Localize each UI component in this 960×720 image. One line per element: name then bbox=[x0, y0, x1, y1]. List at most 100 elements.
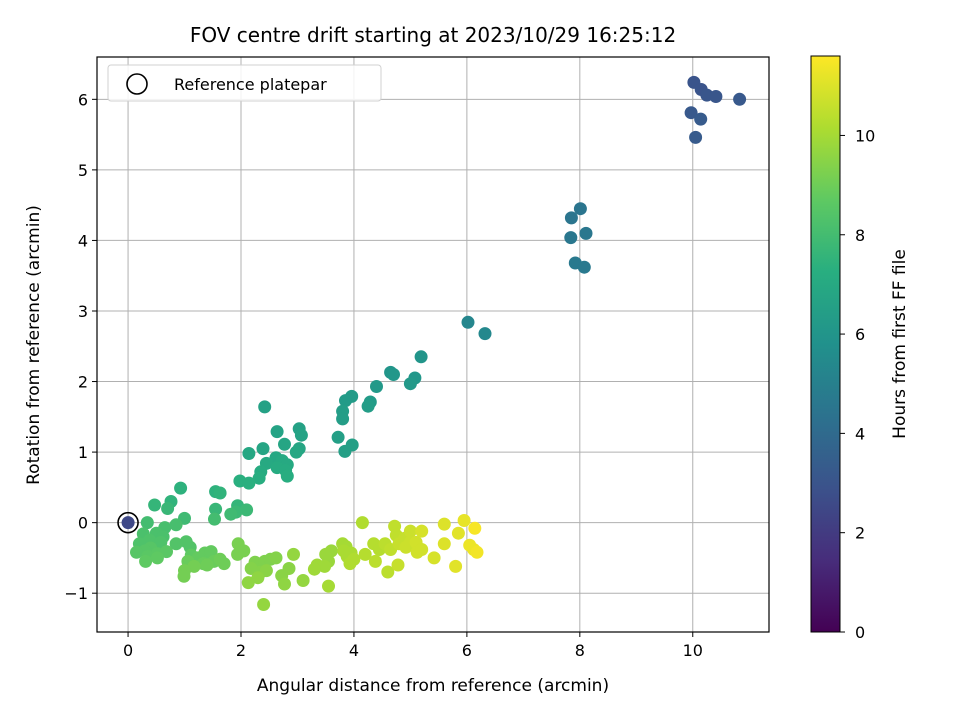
data-point bbox=[242, 476, 256, 490]
data-point bbox=[451, 526, 465, 540]
data-point bbox=[160, 545, 173, 559]
data-point bbox=[296, 574, 310, 587]
data-point bbox=[251, 571, 265, 585]
data-point bbox=[169, 537, 183, 551]
x-axis-title: Angular distance from reference (arcmin) bbox=[257, 676, 609, 696]
data-point bbox=[343, 557, 357, 571]
data-point bbox=[387, 368, 400, 381]
data-point bbox=[355, 516, 369, 530]
data-point bbox=[370, 380, 383, 393]
y-tick-label: 4 bbox=[78, 231, 88, 250]
data-point bbox=[240, 503, 254, 517]
data-point bbox=[470, 545, 484, 559]
data-point bbox=[689, 130, 703, 144]
data-point bbox=[270, 425, 284, 439]
data-point bbox=[139, 554, 153, 568]
chart-title: FOV centre drift starting at 2023/10/29 … bbox=[190, 23, 676, 47]
y-tick-label: 1 bbox=[78, 443, 88, 462]
data-point bbox=[358, 547, 372, 561]
data-point bbox=[564, 231, 578, 245]
data-point bbox=[322, 579, 335, 593]
data-point bbox=[427, 551, 441, 565]
data-point bbox=[449, 559, 463, 573]
colorbar-ticks: 0 2 4 6 8 10 bbox=[840, 126, 875, 642]
data-point bbox=[403, 524, 417, 538]
colorbar-label: Hours from first FF file bbox=[890, 249, 910, 439]
data-point bbox=[577, 260, 591, 274]
data-point bbox=[437, 517, 451, 531]
data-point bbox=[174, 481, 188, 495]
data-point bbox=[278, 577, 291, 591]
y-axis-title: Rotation from reference (arcmin) bbox=[24, 205, 44, 485]
data-point bbox=[200, 558, 214, 572]
colorbar-tick-label: 4 bbox=[855, 424, 865, 443]
data-point bbox=[241, 576, 255, 590]
data-point bbox=[209, 502, 223, 516]
data-point bbox=[140, 516, 154, 530]
legend: Reference platepar bbox=[107, 64, 382, 102]
x-tick-label: 6 bbox=[462, 641, 472, 660]
data-point bbox=[579, 226, 593, 240]
legend-label: Reference platepar bbox=[174, 75, 327, 94]
y-tick-label: 5 bbox=[78, 161, 88, 180]
data-point bbox=[684, 106, 698, 120]
data-point bbox=[461, 315, 475, 329]
legend-box bbox=[107, 64, 382, 102]
data-point bbox=[150, 551, 164, 565]
data-point bbox=[415, 543, 429, 556]
data-point bbox=[148, 498, 162, 512]
data-point bbox=[709, 90, 723, 103]
colorbar-tick-label: 2 bbox=[855, 524, 865, 543]
data-point bbox=[287, 547, 300, 561]
data-point bbox=[252, 471, 266, 485]
data-point bbox=[733, 92, 747, 106]
data-point bbox=[331, 430, 345, 444]
data-point bbox=[437, 537, 451, 551]
data-point bbox=[280, 469, 294, 483]
data-point bbox=[324, 544, 338, 558]
data-point bbox=[361, 399, 375, 413]
data-point bbox=[177, 569, 191, 583]
data-point bbox=[130, 545, 143, 559]
data-point bbox=[307, 562, 321, 576]
plot-frame bbox=[96, 56, 770, 633]
data-point bbox=[258, 400, 272, 414]
data-point bbox=[339, 394, 352, 408]
data-point bbox=[468, 521, 482, 535]
data-point bbox=[231, 547, 245, 561]
ticks-layer: 0 2 4 6 8 10 −1 0 1 2 3 4 5 6 bbox=[64, 90, 703, 660]
data-point bbox=[478, 327, 492, 341]
data-point bbox=[318, 559, 332, 573]
data-point bbox=[381, 565, 395, 579]
data-point bbox=[368, 554, 382, 568]
x-tick-label: 10 bbox=[683, 641, 703, 660]
data-point bbox=[338, 444, 352, 458]
data-point bbox=[391, 558, 405, 572]
y-tick-label: 6 bbox=[78, 90, 88, 109]
x-tick-label: 2 bbox=[236, 641, 246, 660]
data-point bbox=[121, 516, 135, 530]
data-point bbox=[414, 350, 428, 364]
data-point bbox=[336, 412, 350, 426]
data-point bbox=[213, 486, 227, 500]
legend-reference-marker bbox=[126, 73, 148, 95]
data-point bbox=[259, 564, 273, 578]
y-tick-label: −1 bbox=[64, 584, 88, 603]
data-point bbox=[217, 557, 231, 571]
y-tick-label: 2 bbox=[78, 373, 88, 392]
data-point bbox=[204, 545, 218, 559]
x-tick-label: 4 bbox=[349, 641, 359, 660]
data-point bbox=[694, 112, 708, 126]
colorbar-tick-label: 0 bbox=[855, 623, 865, 642]
data-point bbox=[257, 598, 271, 611]
reference-platepar-marker bbox=[117, 511, 139, 534]
x-tick-label: 8 bbox=[575, 641, 585, 660]
data-point bbox=[161, 502, 175, 515]
data-point bbox=[278, 437, 291, 451]
data-point bbox=[224, 507, 238, 521]
y-tick-label: 0 bbox=[78, 514, 88, 533]
data-point bbox=[457, 514, 471, 527]
colorbar-tick-label: 6 bbox=[855, 325, 865, 344]
